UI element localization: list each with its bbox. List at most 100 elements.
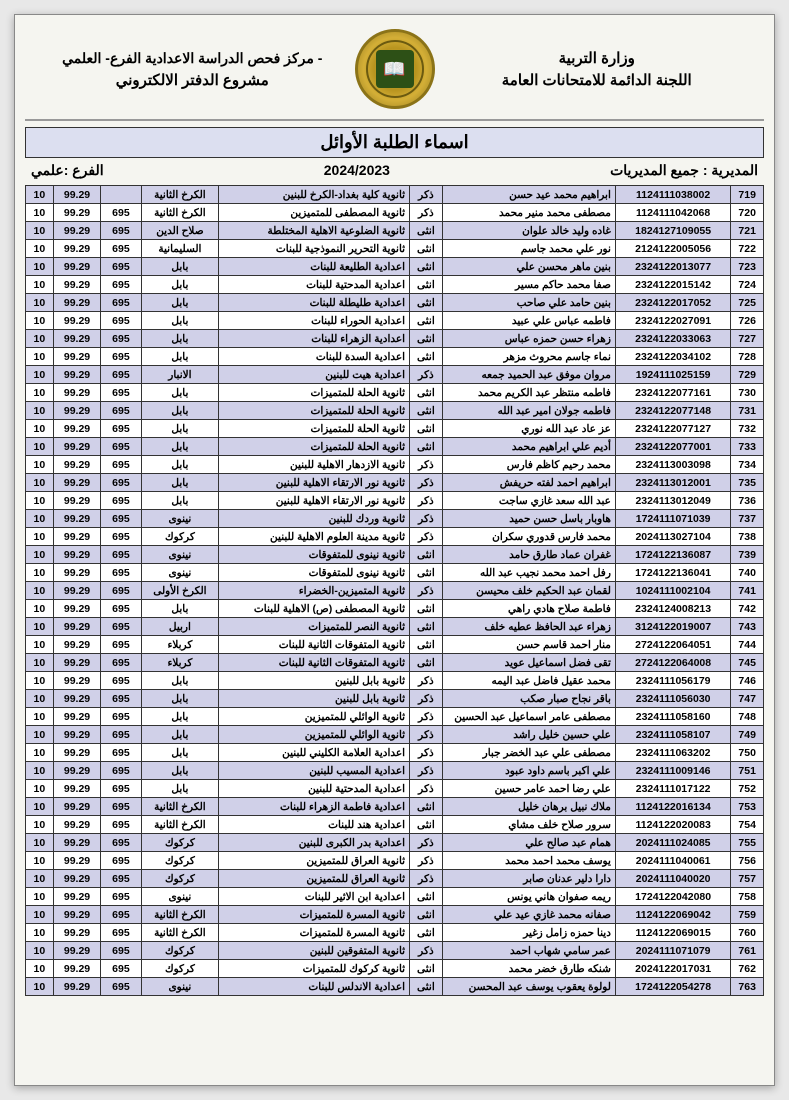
cell: انثى (410, 798, 443, 816)
cell: علي اكبر باسم داود عبود (442, 762, 615, 780)
cell: 99.29 (53, 888, 101, 906)
cell: 10 (26, 942, 54, 960)
cell: 2724122064008 (615, 654, 730, 672)
table-row: 7492324111058107علي حسين خليل راشدذكرثان… (26, 726, 764, 744)
cell: بابل (141, 348, 219, 366)
cell: 695 (101, 816, 141, 834)
cell: ذكر (410, 726, 443, 744)
cell: 739 (731, 546, 764, 564)
cell: ذكر (410, 690, 443, 708)
cell: 10 (26, 294, 54, 312)
cell: 10 (26, 888, 54, 906)
cell: 2324122077148 (615, 402, 730, 420)
cell: ثانوية نينوى للمتفوقات (219, 546, 410, 564)
cell: 695 (101, 456, 141, 474)
cell: انثى (410, 438, 443, 456)
table-row: 7201124111042068مصطفى محمد منير محمدذكرث… (26, 204, 764, 222)
cell: الكرخ الثانية (141, 816, 219, 834)
cell: 99.29 (53, 690, 101, 708)
cell: 695 (101, 222, 141, 240)
cell: ثانوية كلية بغداد-الكرخ للبنين (219, 186, 410, 204)
cell: اعدادية ابن الاثير للبنات (219, 888, 410, 906)
table-row: 7452724122064008تقى فضل اسماعيل عويدانثى… (26, 654, 764, 672)
cell: لولوة يعقوب يوسف عبد المحسن (442, 978, 615, 996)
cell: 10 (26, 690, 54, 708)
table-row: 7422324124008213فاطمة صلاح هادي راهيانثى… (26, 600, 764, 618)
cell: 99.29 (53, 636, 101, 654)
cell: 2324113012049 (615, 492, 730, 510)
cell: 10 (26, 366, 54, 384)
cell: 723 (731, 258, 764, 276)
table-row: 7442724122064051منار احمد قاسم حسنانثىثا… (26, 636, 764, 654)
cell: 695 (101, 546, 141, 564)
table-row: 7622024122017031شنكه طارق خضر محمدانثىثا… (26, 960, 764, 978)
cell: ذكر (410, 186, 443, 204)
cell: علي حسين خليل راشد (442, 726, 615, 744)
cell: كركوك (141, 528, 219, 546)
cell: 99.29 (53, 726, 101, 744)
cell: 1124122069042 (615, 906, 730, 924)
cell: 99.29 (53, 438, 101, 456)
cell: محمد رحيم كاظم فارس (442, 456, 615, 474)
cell: ذكر (410, 204, 443, 222)
page: وزارة التربية اللجنة الدائمة للامتحانات … (14, 14, 775, 1086)
cell: 99.29 (53, 546, 101, 564)
cell: 719 (731, 186, 764, 204)
table-row: 7322324122077127عز عاد عبد الله نوريانثى… (26, 420, 764, 438)
cell: 749 (731, 726, 764, 744)
cell: 10 (26, 582, 54, 600)
cell: 695 (101, 906, 141, 924)
cell: 695 (101, 510, 141, 528)
cell: 10 (26, 240, 54, 258)
cell: ثانوية النصر للمتميزات (219, 618, 410, 636)
cell: 748 (731, 708, 764, 726)
cell: غفران عماد طارق حامد (442, 546, 615, 564)
cell: 736 (731, 492, 764, 510)
cell: انثى (410, 402, 443, 420)
cell: 759 (731, 906, 764, 924)
cell: 10 (26, 222, 54, 240)
cell: 1124111038002 (615, 186, 730, 204)
table-row: 7462324111056179محمد عقيل فاضل عبد اليمه… (26, 672, 764, 690)
table-row: 7601124122069015دينا حمزه زامل زغيرانثىث… (26, 924, 764, 942)
cell: 10 (26, 978, 54, 996)
cell: 10 (26, 276, 54, 294)
cell: 695 (101, 330, 141, 348)
table-row: 7502324111063202مصطفى علي عبد الخضر جبار… (26, 744, 764, 762)
header-right: وزارة التربية اللجنة الدائمة للامتحانات … (440, 49, 755, 89)
table-row: 7541124122020083سرور صلاح خلف مشايانثىاع… (26, 816, 764, 834)
cell: 10 (26, 438, 54, 456)
cell: 695 (101, 780, 141, 798)
cell: اعدادية المسيب للبنين (219, 762, 410, 780)
cell: 695 (101, 654, 141, 672)
cell: انثى (410, 816, 443, 834)
cell: 695 (101, 348, 141, 366)
table-row: 7612024111071079عمر سامي شهاب احمدذكرثان… (26, 942, 764, 960)
cell: بابل (141, 456, 219, 474)
cell: انثى (410, 348, 443, 366)
cell: 99.29 (53, 960, 101, 978)
cell: 695 (101, 294, 141, 312)
cell: 763 (731, 978, 764, 996)
table-row: 7222124122005056نور علي محمد جاسمانثىثان… (26, 240, 764, 258)
cell: بابل (141, 726, 219, 744)
cell: 1824127109055 (615, 222, 730, 240)
cell: اعدادية العلامة الكليني للبنين (219, 744, 410, 762)
cell: دارا دلير عدنان صابر (442, 870, 615, 888)
cell: ثانوية التحرير النموذجية للبنات (219, 240, 410, 258)
cell: 10 (26, 636, 54, 654)
cell: 740 (731, 564, 764, 582)
cell: 10 (26, 762, 54, 780)
cell: 99.29 (53, 366, 101, 384)
cell: 695 (101, 726, 141, 744)
cell: همام عبد صالح علي (442, 834, 615, 852)
cell: بابل (141, 492, 219, 510)
cell: الانبار (141, 366, 219, 384)
cell: كركوك (141, 870, 219, 888)
cell: فاطمه جولان امير عبد الله (442, 402, 615, 420)
cell: 2324111056179 (615, 672, 730, 690)
cell: 695 (101, 852, 141, 870)
cell: 1124111042068 (615, 204, 730, 222)
cell: 731 (731, 402, 764, 420)
cell: 99.29 (53, 834, 101, 852)
